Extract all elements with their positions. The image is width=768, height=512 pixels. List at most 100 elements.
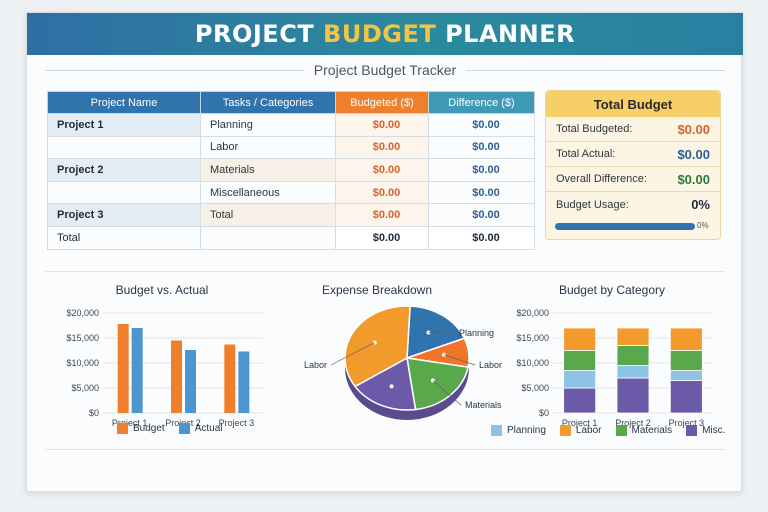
subtitle-row: Project Budget Tracker [45,61,725,79]
pie-label: Planning [459,328,494,338]
pie-slice [406,357,469,411]
project-cell[interactable]: Project 2 [47,158,201,182]
stacked-bar-planning [616,365,650,379]
stacked-bar-materials [669,350,703,371]
legend-item: Planning [491,425,546,436]
project-cell[interactable]: Project 3 [47,203,201,227]
stacked-bar-misc [669,380,703,414]
legend-label: Budget [133,423,165,434]
summary-value: 0% [691,197,710,212]
total-difference-cell: $0.00 [428,225,535,250]
y-tick-label: $20,000 [66,308,99,318]
total-row: Total $0.00 $0.00 [47,225,535,250]
category-cell[interactable]: Materials [200,158,336,182]
summary-label: Overall Difference: [556,173,647,185]
y-tick-label: $5,000 [521,383,549,393]
pie-label: Labor [304,360,327,370]
y-tick-label: $5,000 [71,383,99,393]
project-cell[interactable] [47,135,201,160]
budget-usage-bar [555,223,695,230]
pie-slice [344,305,411,388]
budgeted-cell[interactable]: $0.00 [335,158,429,182]
budgeted-cell[interactable]: $0.00 [335,180,429,205]
stacked-bar-labor [669,327,703,351]
y-tick-label: $20,000 [516,308,549,318]
summary-row-actual: Total Actual: $0.00 [546,142,720,167]
budget-tracker-table: Project Name Tasks / Categories Budgeted… [47,91,535,250]
stacked-bar-labor [616,327,650,346]
stacked-bar-planning [563,370,597,389]
stacked-bar-materials [616,345,650,366]
bar-budget [224,344,236,413]
summary-label: Total Actual: [556,148,616,160]
chart-title-budget-vs-actual: Budget vs. Actual [115,283,209,297]
summary-value: $0.00 [677,171,710,187]
budget-usage-bar-label: 0% [697,221,709,230]
legend-item: Misc. [686,425,725,436]
bar-actual [131,328,143,413]
budget-by-category-chart: $20,000 $15,000 $10,000 $5,000 $0 Project 1 Pr… [516,308,713,428]
page-title: PROJECT BUDGET PLANNER [194,20,576,48]
pie-slice [353,356,417,411]
pie-marker [389,384,394,389]
pie-slice [406,305,466,360]
summary-value: $0.00 [677,146,710,162]
y-tick-label: $10,000 [516,358,549,368]
category-cell[interactable]: Total [200,203,336,227]
legend-label: Materials [631,425,673,436]
total-budget-title: Total Budget [546,91,720,117]
total-label: Total [47,225,201,250]
legend-swatch-labor [559,425,571,436]
legend-swatch-misc [686,425,698,436]
budget-vs-actual-chart: $20,000 $15,000 $10,000 $5,000 $0 Project 1 Pr… [66,308,263,428]
y-tick-label: $10,000 [66,358,99,368]
bar-actual [238,351,250,413]
y-tick-label: $0 [539,408,549,418]
category-cell[interactable]: Planning [200,113,336,137]
project-cell[interactable] [47,180,201,205]
y-tick-label: $0 [89,408,99,418]
column-header-category[interactable]: Tasks / Categories [200,91,336,114]
difference-cell: $0.00 [428,203,535,227]
budgeted-cell[interactable]: $0.00 [335,113,429,137]
title-banner: PROJECT BUDGET PLANNER [27,13,743,55]
difference-cell: $0.00 [428,113,535,137]
x-tick-label: Project 3 [219,418,255,428]
summary-row-usage: Budget Usage: 0% [546,192,720,217]
legend-label: Misc. [702,425,726,436]
y-tick-label: $15,000 [66,333,99,343]
pie-leader [443,354,476,366]
column-header-project[interactable]: Project Name [47,91,201,114]
column-header-difference[interactable]: Difference ($) [428,91,535,114]
legend-item: Budget [117,423,165,434]
stacked-bar-misc [616,377,650,414]
stacked-bar-materials [563,350,597,371]
project-cell[interactable]: Project 1 [47,113,201,137]
table-row: Labor $0.00 $0.00 [47,135,535,160]
table-row: Miscellaneous $0.00 $0.00 [47,180,535,205]
table-row: Project 1 Planning $0.00 $0.00 [47,113,535,137]
category-cell[interactable]: Miscellaneous [200,180,336,205]
legend-label: Labor [575,425,602,436]
category-cell[interactable]: Labor [200,135,336,160]
column-header-budgeted[interactable]: Budgeted ($) [335,91,429,114]
total-category-cell [200,225,336,250]
section-divider [45,271,725,272]
summary-row-difference: Overall Difference: $0.00 [546,167,720,192]
x-tick-label: Project 2 [615,418,651,428]
budgeted-cell[interactable]: $0.00 [335,135,429,160]
subtitle: Project Budget Tracker [313,62,457,78]
summary-label: Budget Usage: [556,198,629,211]
x-tick-label: Project 3 [669,418,705,428]
y-tick-label: $15,000 [516,333,549,343]
stacked-bar-labor [563,327,597,351]
budget-vs-actual-legend: Budget Actual [117,423,237,434]
stacked-bar-misc [563,387,597,414]
summary-row-budgeted: Total Budgeted: $0.00 [546,117,720,142]
chart-title-budget-by-category: Budget by Category [558,283,666,297]
dashboard-card: PROJECT BUDGET PLANNER Project Budget Tr… [26,12,743,492]
budgeted-cell[interactable]: $0.00 [335,203,429,227]
summary-value: $0.00 [677,121,710,137]
table-row: Project 3 Total $0.00 $0.00 [47,203,535,227]
section-divider [45,449,725,450]
